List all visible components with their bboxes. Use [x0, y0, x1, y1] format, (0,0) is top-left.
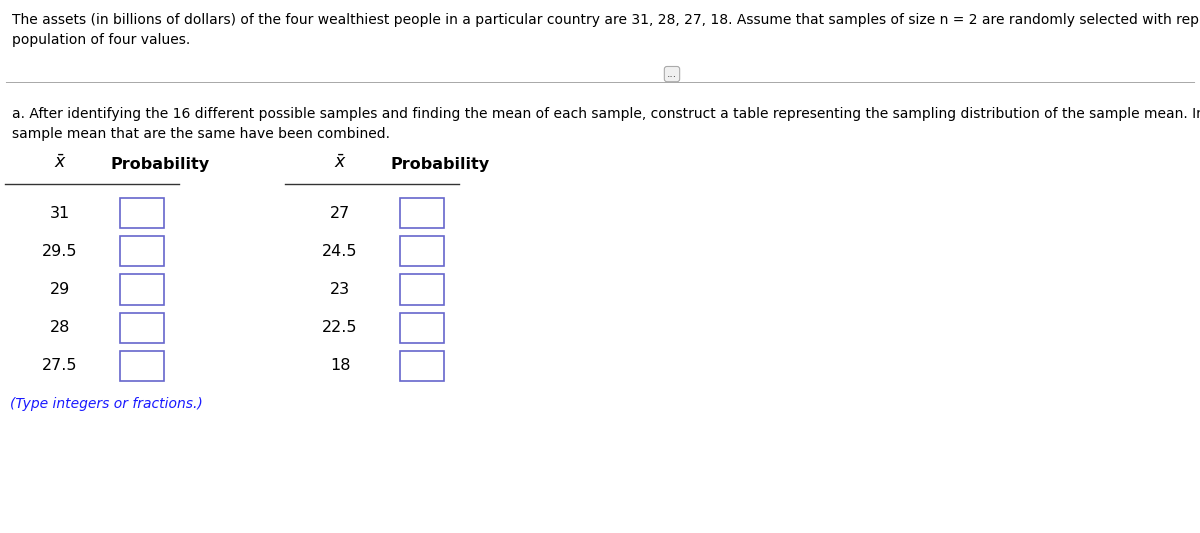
- Text: 22.5: 22.5: [323, 320, 358, 335]
- Text: 18: 18: [330, 358, 350, 373]
- Bar: [400, 274, 444, 304]
- Text: $\bar{x}$: $\bar{x}$: [54, 154, 66, 172]
- Bar: [120, 351, 164, 381]
- Bar: [400, 198, 444, 229]
- Bar: [400, 237, 444, 266]
- Text: 29: 29: [50, 282, 70, 297]
- Bar: [120, 312, 164, 343]
- Bar: [400, 351, 444, 381]
- Text: a. After identifying the 16 different possible samples and finding the mean of e: a. After identifying the 16 different po…: [12, 107, 1200, 120]
- Bar: [120, 237, 164, 266]
- Text: 28: 28: [50, 320, 70, 335]
- Bar: [120, 274, 164, 304]
- Text: Probability: Probability: [110, 157, 210, 172]
- Text: sample mean that are the same have been combined.: sample mean that are the same have been …: [12, 127, 390, 141]
- Text: ...: ...: [667, 69, 677, 79]
- Text: 31: 31: [50, 206, 70, 221]
- Bar: [120, 198, 164, 229]
- Text: population of four values.: population of four values.: [12, 33, 191, 47]
- Text: 24.5: 24.5: [323, 244, 358, 259]
- Text: (Type integers or fractions.): (Type integers or fractions.): [10, 397, 203, 411]
- Text: 27: 27: [330, 206, 350, 221]
- Text: $\bar{x}$: $\bar{x}$: [334, 154, 347, 172]
- Text: Probability: Probability: [390, 157, 490, 172]
- Bar: [400, 312, 444, 343]
- Text: The assets (in billions of dollars) of the four wealthiest people in a particula: The assets (in billions of dollars) of t…: [12, 13, 1200, 27]
- Text: 29.5: 29.5: [42, 244, 78, 259]
- Text: 23: 23: [330, 282, 350, 297]
- Text: 27.5: 27.5: [42, 358, 78, 373]
